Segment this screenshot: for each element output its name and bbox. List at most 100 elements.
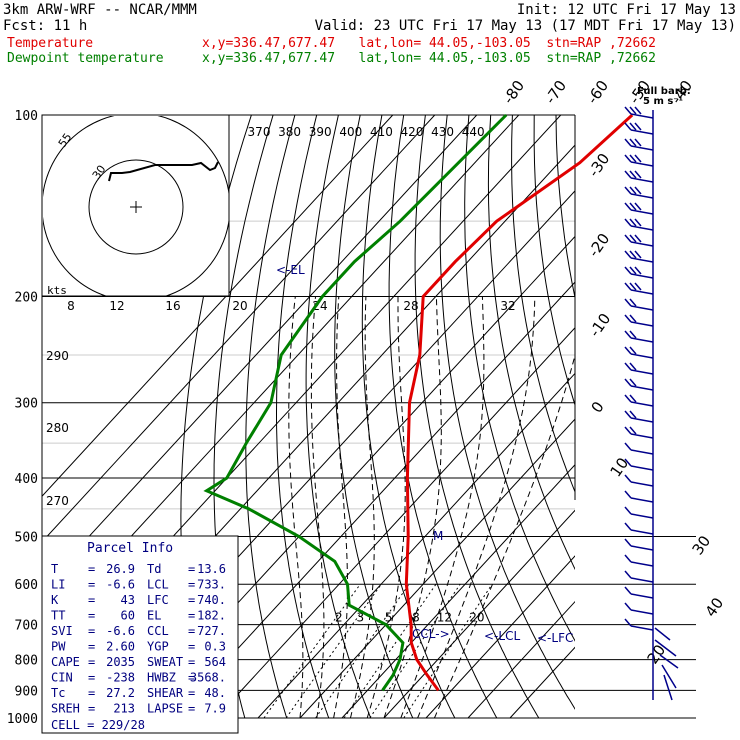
parcel-value: 213	[113, 702, 135, 716]
barb-flag	[630, 241, 654, 247]
barb-tick	[624, 282, 632, 291]
barb-flag	[630, 369, 654, 375]
parcel-value: 7.9	[204, 702, 226, 716]
hodograph-axis-label: 12	[109, 299, 124, 313]
wind-barb	[624, 570, 654, 583]
parcel-value: 740.	[197, 593, 226, 607]
parcel-eq: =	[88, 593, 95, 607]
wind-barb	[624, 186, 654, 199]
hodograph-axis-label: 24	[312, 299, 327, 313]
barb-tick	[634, 106, 642, 115]
theta-label: 420	[401, 125, 424, 139]
wind-barb	[624, 426, 654, 439]
barb-tick	[624, 122, 632, 131]
barb-tick	[624, 538, 632, 547]
parcel-eq: =	[88, 609, 95, 623]
barb-tick	[629, 234, 637, 243]
dry-adiabat	[533, 115, 575, 407]
forecast-hour: Fcst: 11 h	[3, 18, 87, 34]
barb-flag	[630, 545, 654, 551]
barb-flag	[630, 225, 654, 231]
barb-tick	[629, 266, 637, 275]
moist-adiabat	[349, 296, 375, 719]
legend-temperature-name: Temperature	[7, 36, 93, 51]
barb-tick	[624, 442, 632, 451]
barb-tick	[629, 330, 637, 339]
barb-tick	[634, 186, 642, 195]
barb-flag	[630, 561, 654, 567]
barb-lowlevel-line	[654, 627, 671, 641]
parcel-value: 2035	[106, 655, 135, 669]
mixing-ratio-label: 12	[437, 611, 452, 625]
barb-tick	[629, 282, 637, 291]
parcel-value: 3568.	[190, 671, 226, 685]
hodograph-axis-label: 28	[403, 299, 418, 313]
barb-tick	[634, 154, 642, 163]
barb-tick	[629, 394, 637, 403]
pressure-label: 600	[15, 578, 38, 593]
dry-adiabat	[439, 115, 575, 710]
parcel-eq: =	[88, 655, 95, 669]
isotherm-label: 20	[644, 641, 670, 667]
mixing-ratio-label: 20	[469, 611, 484, 625]
parcel-key: SWEAT	[147, 655, 183, 669]
parcel-value: 43	[121, 593, 135, 607]
barb-tick	[629, 410, 637, 419]
barb-flag	[630, 577, 654, 583]
dry-adiabat	[388, 115, 498, 719]
barb-tick	[629, 122, 637, 131]
parcel-eq: =	[188, 593, 195, 607]
parcel-key: CCL	[147, 624, 169, 638]
dry-adiabat	[487, 115, 575, 571]
barb-tick	[624, 154, 632, 163]
barb-tick	[629, 426, 637, 435]
parcel-value: 27.2	[106, 686, 135, 700]
theta-label: 400	[339, 125, 362, 139]
theta-label: 430	[431, 125, 454, 139]
wind-barb	[624, 442, 654, 455]
isotherm-label: 10	[607, 454, 633, 480]
dry-adiabat	[687, 115, 740, 718]
wind-barb	[624, 106, 654, 119]
wind-barb	[624, 138, 654, 151]
theta-label: 270	[46, 494, 69, 508]
theta-label: 410	[370, 125, 393, 139]
hodograph-ring-inner	[88, 159, 184, 255]
barb-flag	[630, 273, 654, 279]
barb-tick	[629, 202, 637, 211]
isotherm-label: -20	[585, 230, 614, 260]
parcel-key: LCL	[147, 578, 169, 592]
barb-flag	[630, 401, 654, 407]
wind-barb	[624, 618, 654, 631]
pressure-label: 300	[15, 397, 38, 412]
wind-barb	[624, 314, 654, 327]
parcel-eq: =	[188, 702, 195, 716]
wind-barb	[624, 298, 654, 311]
parcel-value: -6.6	[106, 624, 135, 638]
parcel-eq: =	[188, 686, 195, 700]
barb-tick	[624, 394, 632, 403]
pressure-label: 900	[15, 684, 38, 699]
parcel-key: SHEAR	[147, 686, 184, 700]
pressure-label: 800	[15, 654, 38, 669]
dry-adiabat	[511, 115, 575, 494]
isotherm	[42, 115, 394, 497]
barb-flag	[630, 609, 654, 615]
barb-flag	[630, 193, 654, 199]
barb-tick	[624, 266, 632, 275]
hodograph-axis-label: 16	[165, 299, 180, 313]
barb-tick	[624, 378, 632, 387]
barb-tick	[629, 218, 637, 227]
parcel-key: HWBZ	[147, 671, 176, 685]
barb-flag	[630, 433, 654, 439]
isotherm	[509, 646, 575, 719]
theta-label: 380	[278, 125, 301, 139]
parcel-value: 13.6	[197, 562, 226, 576]
legend-dewpoint-info: x,y=336.47,677.47 lat,lon= 44.05,-103.05…	[202, 51, 656, 66]
dry-adiabat	[665, 115, 740, 718]
isotherm	[467, 600, 575, 719]
isotherm-label: -10	[586, 310, 615, 340]
wind-barb	[624, 346, 654, 359]
theta-label: 440	[462, 125, 485, 139]
wind-barb	[624, 266, 654, 279]
